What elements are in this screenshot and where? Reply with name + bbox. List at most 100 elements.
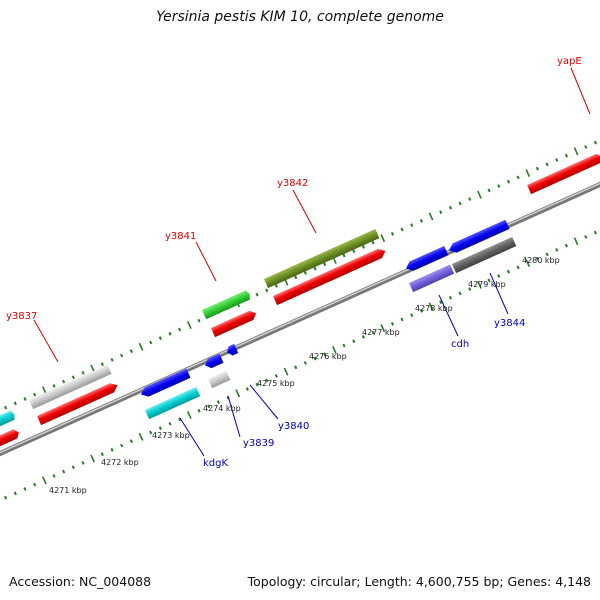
- scale-tick-label: 4277 kbp: [362, 328, 400, 337]
- minor-tick: [303, 271, 307, 275]
- minor-tick: [535, 166, 540, 171]
- minor-tick: [410, 313, 414, 318]
- minor-tick: [71, 375, 75, 380]
- minor-tick: [535, 256, 540, 261]
- minor-tick: [4, 495, 8, 500]
- minor-tick: [497, 274, 501, 278]
- major-tick: [380, 324, 386, 333]
- minor-tick: [390, 231, 395, 236]
- minor-tick: [265, 288, 269, 293]
- gene-label-y3837[interactable]: y3837: [6, 311, 37, 322]
- minor-tick: [516, 175, 520, 180]
- minor-tick: [129, 439, 133, 444]
- gene-label-y3840[interactable]: y3840: [278, 421, 309, 432]
- gene-label-yapE[interactable]: yapE: [557, 56, 582, 67]
- minor-tick: [158, 336, 162, 341]
- major-tick: [186, 411, 192, 420]
- gene-label-cdh[interactable]: cdh: [451, 339, 469, 350]
- major-tick: [90, 454, 96, 463]
- minor-tick: [207, 404, 211, 409]
- major-tick: [41, 476, 47, 485]
- minor-tick: [506, 179, 511, 184]
- minor-tick: [265, 378, 269, 383]
- gene-arrow: [0, 410, 15, 428]
- major-tick: [573, 147, 579, 156]
- major-tick: [428, 212, 434, 221]
- minor-tick: [545, 162, 549, 167]
- gene-arrow: [0, 429, 19, 448]
- major-tick: [477, 190, 482, 199]
- minor-tick: [274, 374, 278, 378]
- minor-tick: [294, 275, 298, 280]
- minor-tick: [458, 291, 462, 296]
- minor-tick: [23, 487, 27, 491]
- minor-tick: [448, 295, 453, 300]
- major-tick: [477, 280, 482, 289]
- gene-label-y3842[interactable]: y3842: [277, 178, 308, 189]
- gene-label-y3839[interactable]: y3839: [243, 438, 274, 449]
- minor-tick: [110, 447, 114, 452]
- minor-tick: [4, 405, 8, 410]
- minor-tick: [323, 262, 327, 267]
- minor-tick: [245, 387, 249, 391]
- minor-tick: [352, 249, 356, 254]
- label-leaders: [33, 67, 591, 457]
- minor-tick: [158, 426, 162, 431]
- minor-tick: [564, 153, 569, 158]
- minor-tick: [439, 300, 443, 305]
- minor-tick: [13, 491, 17, 496]
- minor-tick: [506, 269, 511, 274]
- scale-tick-label: 4271 kbp: [49, 486, 87, 495]
- minor-tick: [342, 253, 346, 258]
- major-tick: [525, 259, 531, 268]
- gene-arrow: [211, 310, 256, 338]
- scale-tick-label: 4276 kbp: [309, 352, 347, 361]
- scale-tick-label: 4275 kbp: [257, 379, 295, 388]
- gene-arrow: [205, 353, 224, 369]
- minor-tick: [52, 474, 56, 478]
- gene-arrow: [37, 383, 118, 426]
- minor-tick: [439, 210, 443, 215]
- minor-tick: [371, 330, 375, 335]
- minor-tick: [23, 397, 27, 401]
- gene-label-y3844[interactable]: y3844: [494, 318, 525, 329]
- gene-arrow: [264, 228, 380, 289]
- minor-tick: [100, 362, 104, 367]
- major-tick: [428, 302, 434, 311]
- minor-tick: [545, 252, 549, 257]
- major-tick: [138, 432, 144, 441]
- minor-tick: [564, 243, 569, 248]
- gene-label-kdgK[interactable]: kdgK: [203, 458, 228, 469]
- scale-tick-label: 4272 kbp: [101, 458, 139, 467]
- scale-tick-label: 4279 kbp: [468, 280, 506, 289]
- gene-features: [0, 153, 600, 448]
- minor-tick: [313, 266, 317, 271]
- major-tick: [186, 321, 192, 330]
- minor-tick: [255, 382, 259, 387]
- minor-tick: [361, 334, 366, 339]
- minor-tick: [129, 349, 133, 354]
- minor-tick: [468, 287, 472, 291]
- minor-tick: [33, 482, 37, 487]
- minor-tick: [294, 365, 298, 370]
- gene-arrow: [29, 364, 112, 410]
- minor-tick: [81, 371, 85, 375]
- minor-tick: [62, 469, 66, 474]
- minor-tick: [555, 248, 559, 252]
- minor-tick: [448, 205, 453, 210]
- major-tick: [332, 345, 337, 354]
- gene-arrow: [527, 153, 600, 195]
- minor-tick: [410, 223, 414, 228]
- minor-tick: [149, 430, 153, 435]
- minor-tick: [120, 353, 124, 358]
- minor-tick: [71, 465, 75, 470]
- map-title: Yersinia pestis KIM 10, complete genome: [156, 9, 444, 25]
- minor-tick: [555, 158, 559, 162]
- minor-tick: [342, 343, 346, 348]
- gene-label-y3841[interactable]: y3841: [165, 231, 196, 242]
- minor-tick: [168, 331, 172, 336]
- gene-arrow: [202, 290, 250, 320]
- gene-arrow: [449, 219, 510, 253]
- genome-summary-text: Topology: circular; Length: 4,600,755 bp…: [247, 574, 591, 589]
- minor-tick: [100, 452, 104, 457]
